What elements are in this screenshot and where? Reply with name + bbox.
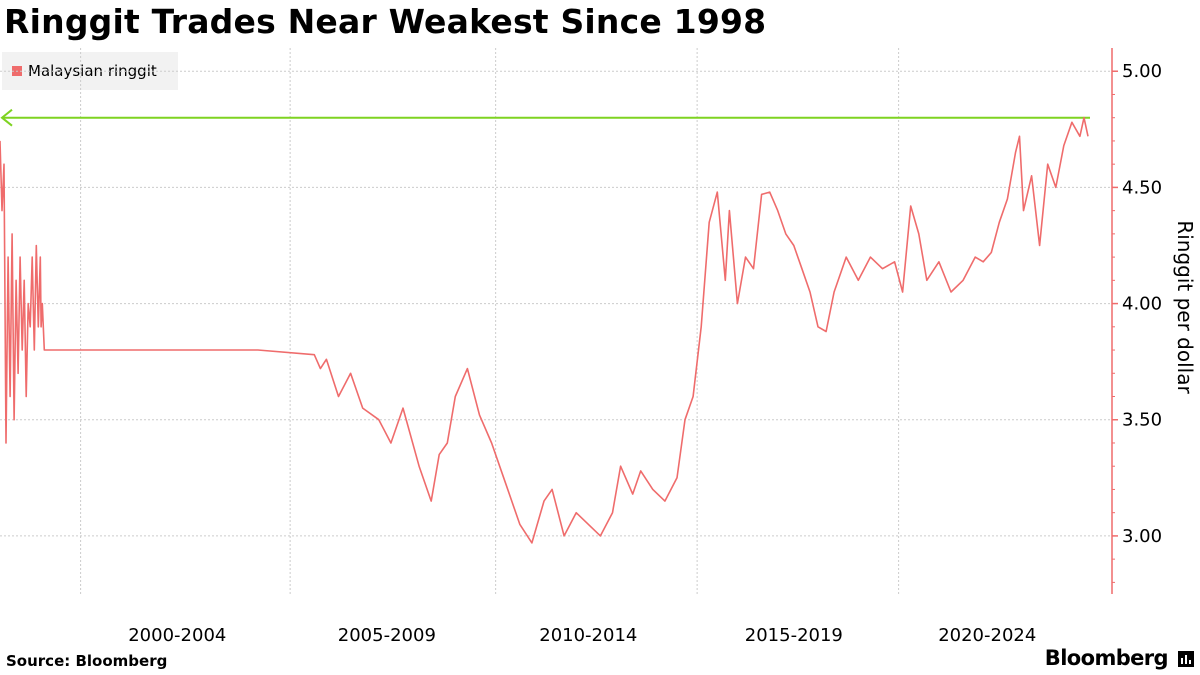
reference-arrow-icon [0, 108, 13, 127]
bloomberg-terminal-icon [1178, 651, 1194, 667]
x-tick-label-3: 2015-2019 [745, 625, 843, 646]
series-line-0 [0, 116, 1089, 544]
y-tick-label-4: 5.00 [1122, 61, 1162, 82]
brand-logo: Bloomberg [1044, 646, 1169, 670]
x-tick-label-4: 2020-2024 [938, 625, 1036, 646]
x-tick-label-2: 2010-2014 [539, 625, 637, 646]
y-axis-label: Ringgit per dollar [1173, 220, 1197, 394]
y-tick-label-2: 4.00 [1122, 294, 1162, 315]
chart-title: Ringgit Trades Near Weakest Since 1998 [4, 2, 767, 41]
x-tick-label-0: 2000-2004 [128, 625, 226, 646]
y-tick-label-0: 3.00 [1122, 526, 1162, 547]
y-tick-label-3: 4.50 [1122, 177, 1162, 198]
y-tick-label-1: 3.50 [1122, 410, 1162, 431]
x-tick-label-1: 2005-2009 [338, 625, 436, 646]
source-note: Source: Bloomberg [6, 652, 168, 670]
